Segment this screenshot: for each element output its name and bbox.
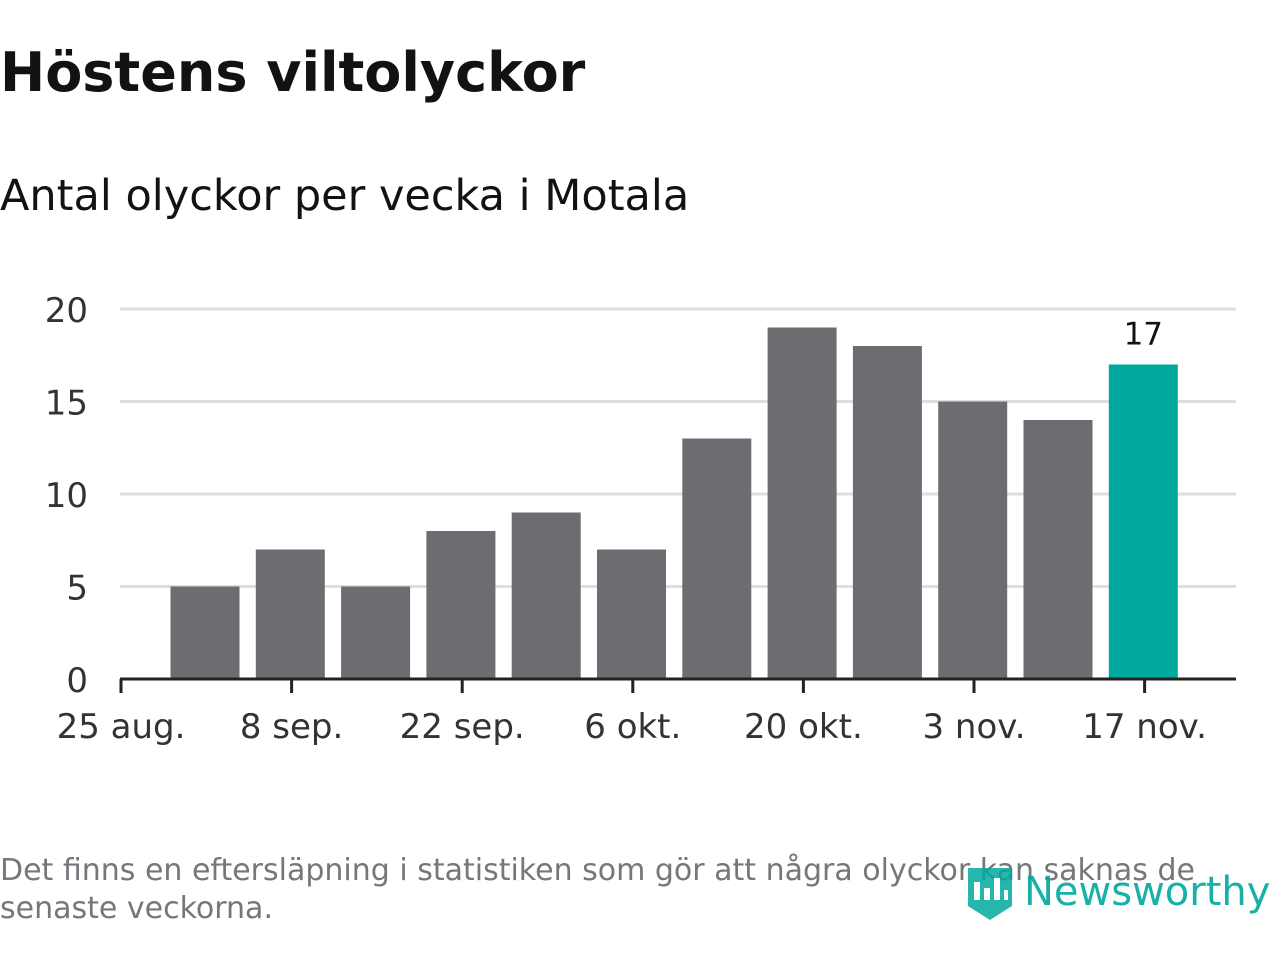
bar-13-okt <box>682 438 752 679</box>
newsworthy-logo: Newsworthy <box>964 860 1270 924</box>
y-tick-label: 5 <box>66 569 88 609</box>
bar-17-nov <box>1108 364 1178 679</box>
y-tick-label: 0 <box>66 661 88 701</box>
bar-22-sep <box>426 531 496 679</box>
bars <box>170 327 1178 679</box>
chart-title: Höstens viltolyckor <box>0 41 586 104</box>
x-tick-label: 8 sep. <box>240 707 343 747</box>
y-tick-label: 20 <box>45 291 88 331</box>
bar-10-nov <box>1023 420 1093 679</box>
x-tick-label: 25 aug. <box>57 707 186 747</box>
bar-29-sep <box>511 512 581 679</box>
bar-6-okt <box>597 549 666 679</box>
bar-1-sep <box>170 586 240 679</box>
x-tick-label: 20 okt. <box>744 707 863 747</box>
x-tick-label: 3 nov. <box>922 707 1025 747</box>
bar-20-okt <box>767 327 837 679</box>
x-tick-label: 22 sep. <box>400 707 525 747</box>
newsworthy-logo-text: Newsworthy <box>1024 869 1271 915</box>
bar-27-okt <box>852 346 922 679</box>
bar-8-sep <box>255 549 325 679</box>
data-label: 17 <box>1124 317 1163 353</box>
labels: 0 5 10 15 20 17 25 aug. 8 sep. 22 sep. 6 okt. 20 o… <box>45 291 1207 747</box>
bar-15-sep <box>341 586 411 679</box>
x-axis <box>119 677 1236 693</box>
y-tick-label: 10 <box>45 476 88 516</box>
y-tick-label: 15 <box>45 384 88 424</box>
x-tick-label: 6 okt. <box>584 707 681 747</box>
bar-3-nov <box>938 401 1008 679</box>
chart-subtitle: Antal olyckor per vecka i Motala <box>0 171 690 221</box>
bar-chart: 0 5 10 15 20 17 25 aug. 8 sep. 22 sep. 6 okt. 20 o… <box>45 291 1236 747</box>
newsworthy-logo-icon <box>968 868 1012 920</box>
x-tick-label: 17 nov. <box>1082 707 1207 747</box>
